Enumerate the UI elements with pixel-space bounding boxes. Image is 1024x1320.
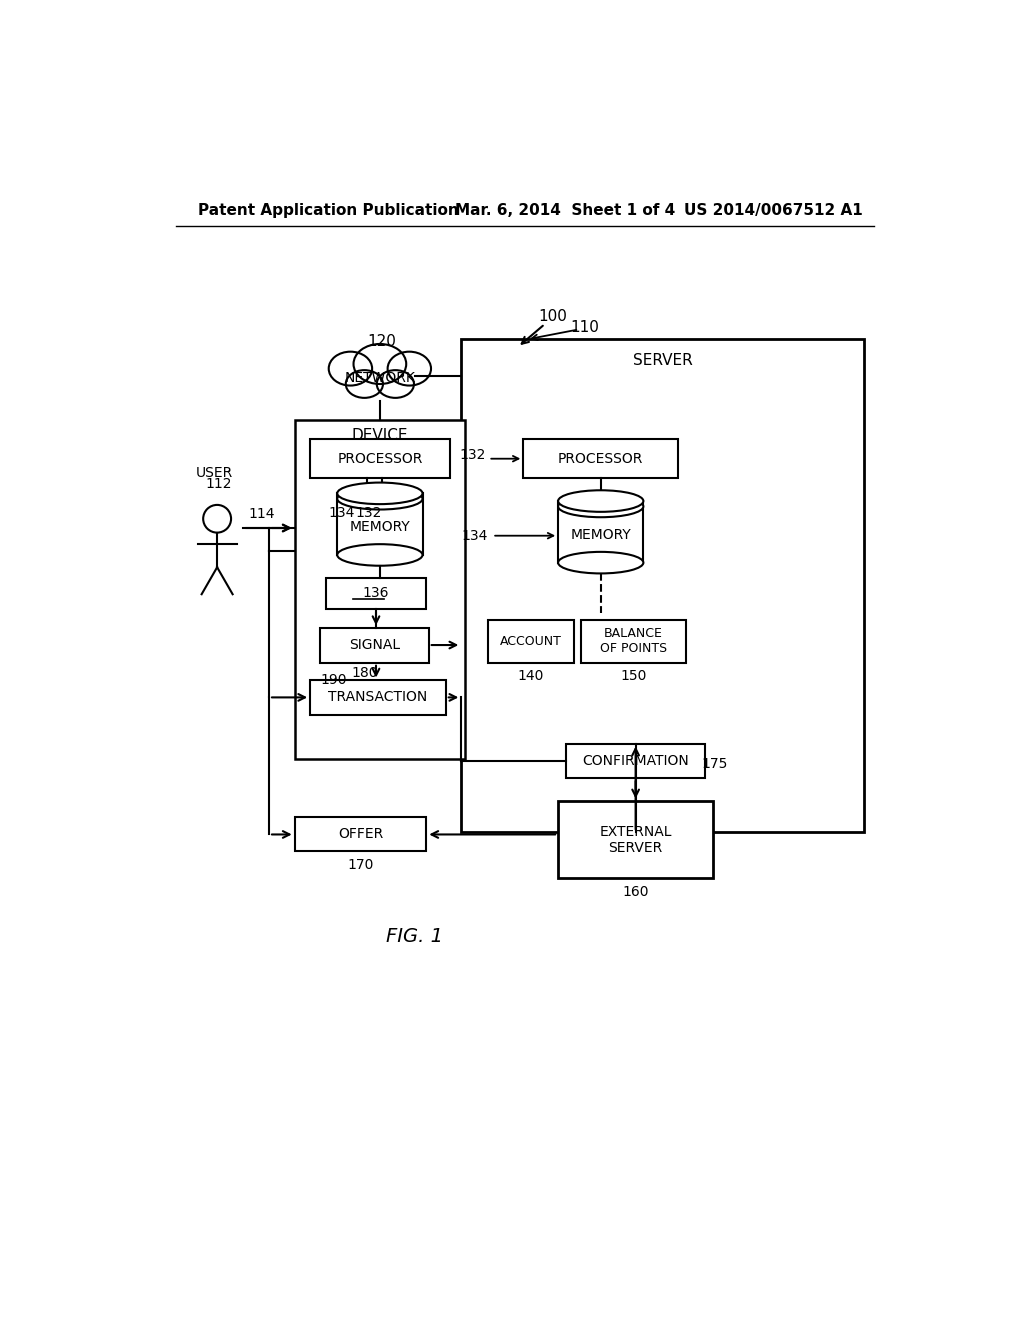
Bar [558, 502, 643, 562]
Text: BALANCE
OF POINTS: BALANCE OF POINTS [600, 627, 667, 655]
Text: EXTERNAL
SERVER: EXTERNAL SERVER [599, 825, 672, 855]
Text: 150: 150 [621, 669, 646, 682]
Ellipse shape [388, 351, 431, 385]
Text: 190: 190 [321, 673, 347, 688]
Bar [582, 620, 686, 663]
Circle shape [203, 504, 231, 532]
Text: TRANSACTION: TRANSACTION [328, 690, 427, 705]
Text: 134: 134 [461, 529, 487, 543]
Ellipse shape [377, 370, 414, 397]
Ellipse shape [353, 345, 407, 384]
Text: 132: 132 [460, 447, 486, 462]
Text: PROCESSOR: PROCESSOR [558, 451, 643, 466]
Text: SIGNAL: SIGNAL [349, 638, 400, 652]
Text: 120: 120 [368, 334, 396, 350]
Text: MEMORY: MEMORY [570, 528, 631, 543]
Text: ACCOUNT: ACCOUNT [500, 635, 562, 648]
Bar [295, 420, 465, 759]
Bar [566, 743, 706, 779]
Text: 112: 112 [206, 477, 232, 491]
Bar [488, 620, 573, 663]
Text: US 2014/0067512 A1: US 2014/0067512 A1 [684, 203, 863, 218]
Text: OFFER: OFFER [338, 826, 383, 841]
Text: 170: 170 [347, 858, 374, 873]
Text: MEMORY: MEMORY [349, 520, 411, 535]
Bar [295, 817, 426, 851]
Text: 160: 160 [623, 886, 649, 899]
Text: SERVER: SERVER [633, 354, 692, 368]
Bar [558, 801, 713, 878]
Text: FIG. 1: FIG. 1 [386, 927, 443, 945]
Text: 134: 134 [329, 506, 355, 520]
Bar [523, 440, 678, 478]
Ellipse shape [337, 488, 423, 510]
Text: 136: 136 [362, 586, 389, 601]
Text: 180: 180 [351, 665, 378, 680]
Bar [326, 578, 426, 609]
Text: Patent Application Publication: Patent Application Publication [198, 203, 459, 218]
Text: PROCESSOR: PROCESSOR [337, 451, 423, 466]
Bar [310, 681, 445, 715]
Text: Mar. 6, 2014  Sheet 1 of 4: Mar. 6, 2014 Sheet 1 of 4 [455, 203, 675, 218]
Text: 114: 114 [248, 507, 274, 521]
Text: 140: 140 [518, 669, 544, 682]
Ellipse shape [337, 544, 423, 566]
Text: DEVICE: DEVICE [351, 428, 409, 444]
Ellipse shape [558, 496, 643, 517]
Bar [461, 339, 864, 832]
Bar [337, 494, 423, 554]
Text: 132: 132 [355, 506, 381, 520]
Text: NETWORK: NETWORK [344, 371, 416, 385]
Text: 175: 175 [701, 758, 728, 771]
Text: USER: USER [197, 466, 233, 479]
Ellipse shape [337, 483, 423, 504]
Ellipse shape [346, 370, 383, 397]
Bar [321, 628, 429, 663]
Ellipse shape [558, 552, 643, 573]
Ellipse shape [329, 351, 372, 385]
Text: CONFIRMATION: CONFIRMATION [583, 754, 689, 767]
Text: 110: 110 [570, 321, 600, 335]
Bar [310, 440, 450, 478]
Ellipse shape [558, 490, 643, 512]
Text: 100: 100 [539, 309, 567, 323]
